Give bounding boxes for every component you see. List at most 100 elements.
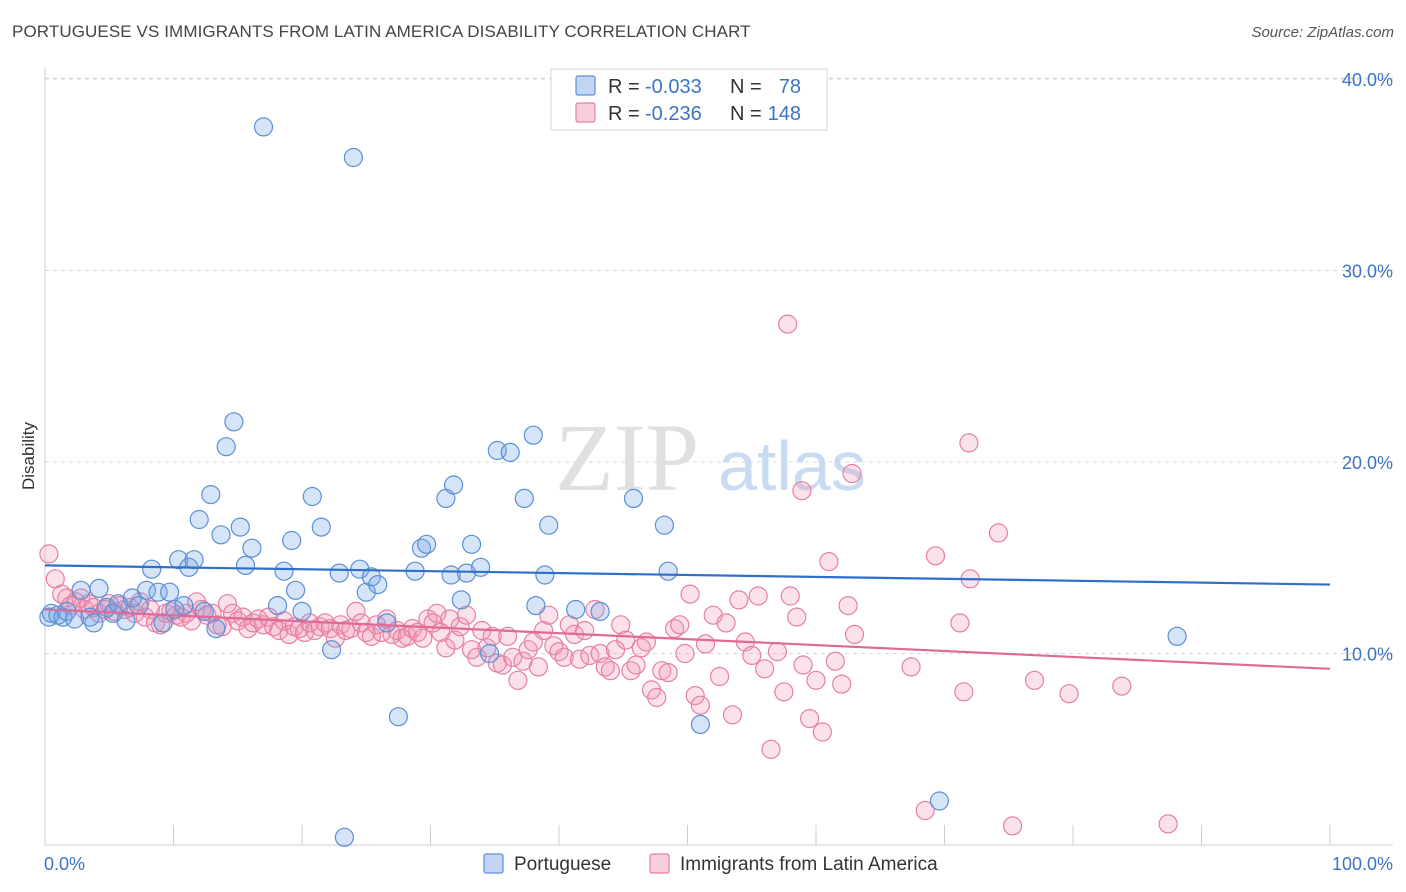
tick-layer: 10.0% 20.0% 30.0% 40.0% 0.0% 100.0% — [44, 70, 1393, 874]
point-immigrants — [695, 634, 716, 654]
watermark-zip: ZIP — [555, 404, 699, 511]
point-immigrants — [901, 657, 921, 677]
point-immigrants — [812, 722, 833, 742]
point-portuguese — [148, 582, 168, 602]
point-immigrants — [742, 645, 762, 666]
point-immigrants — [925, 546, 946, 566]
point-immigrants — [748, 586, 768, 606]
point-portuguese — [377, 613, 397, 633]
point-immigrants — [528, 657, 549, 677]
point-immigrants — [988, 523, 1009, 543]
point-immigrants — [269, 620, 289, 641]
legend-r-value-portuguese: -0.033 — [645, 76, 702, 98]
point-portuguese — [160, 582, 180, 602]
point-portuguese — [388, 707, 408, 727]
point-portuguese — [343, 147, 363, 168]
point-immigrants — [450, 617, 470, 637]
point-immigrants — [605, 640, 626, 660]
point-immigrants — [670, 615, 690, 635]
point-immigrants — [595, 657, 615, 677]
point-immigrants — [799, 708, 820, 729]
point-portuguese — [329, 563, 349, 583]
point-portuguese — [211, 525, 231, 545]
point-immigrants — [1112, 676, 1132, 696]
legend-swatch-immigrants — [575, 102, 596, 123]
point-portuguese — [471, 557, 491, 577]
point-portuguese — [201, 485, 221, 505]
point-immigrants — [722, 705, 743, 725]
point-immigrants — [832, 674, 852, 694]
trend-line-portuguese — [44, 564, 1331, 586]
point-immigrants — [39, 544, 59, 564]
point-portuguese — [189, 509, 209, 530]
point-portuguese — [235, 555, 256, 576]
y-axis-label: Disability — [19, 421, 38, 490]
point-portuguese — [334, 827, 354, 847]
y-tick-label: 30.0% — [1342, 262, 1393, 282]
legend-n-label: N = — [730, 103, 762, 125]
correlation-legend: R = -0.033 N = 78 R = -0.236 N = 148 — [550, 68, 828, 131]
point-portuguese — [224, 412, 244, 432]
point-portuguese — [268, 595, 288, 616]
point-immigrants — [767, 641, 788, 662]
point-immigrants — [716, 613, 736, 633]
point-immigrants — [825, 651, 845, 671]
point-immigrants — [954, 682, 974, 702]
point-portuguese — [116, 611, 136, 631]
point-portuguese — [84, 613, 104, 633]
point-immigrants — [228, 611, 248, 631]
point-immigrants — [626, 655, 646, 675]
point-immigrants — [575, 620, 595, 641]
point-immigrants — [647, 687, 667, 708]
point-portuguese — [242, 538, 262, 558]
point-portuguese — [590, 601, 610, 622]
point-portuguese — [658, 561, 678, 581]
point-immigrants — [838, 595, 858, 616]
point-immigrants — [792, 481, 812, 501]
point-portuguese — [929, 791, 950, 811]
point-immigrants — [754, 659, 775, 679]
point-portuguese — [535, 565, 555, 585]
legend-r-value-immigrants: -0.236 — [645, 103, 702, 125]
point-immigrants — [611, 615, 631, 635]
point-immigrants — [539, 605, 559, 625]
point-portuguese — [539, 515, 559, 535]
point-portuguese — [206, 618, 226, 639]
axis-layer — [44, 67, 1393, 846]
point-portuguese — [361, 567, 381, 587]
point-immigrants — [729, 590, 749, 610]
y-tick-label: 40.0% — [1342, 70, 1393, 90]
point-immigrants — [685, 685, 705, 706]
point-portuguese — [302, 486, 322, 507]
point-portuguese — [169, 550, 189, 570]
point-immigrants — [549, 641, 569, 662]
point-immigrants — [508, 670, 528, 690]
point-immigrants — [690, 695, 711, 715]
point-portuguese — [417, 534, 437, 554]
point-immigrants — [631, 638, 651, 658]
point-portuguese — [356, 582, 376, 602]
point-portuguese — [286, 580, 306, 600]
point-immigrants — [1024, 670, 1045, 690]
point-immigrants — [503, 647, 523, 667]
legend-swatch-portuguese — [575, 75, 596, 96]
point-portuguese — [444, 475, 464, 495]
point-immigrants — [492, 655, 513, 675]
point-portuguese — [216, 437, 236, 457]
point-immigrants — [793, 655, 813, 675]
point-portuguese — [462, 534, 482, 554]
bottom-legend-swatch-portuguese — [483, 853, 504, 874]
point-immigrants — [569, 649, 590, 669]
point-portuguese — [368, 574, 388, 595]
point-immigrants — [533, 620, 554, 641]
point-portuguese — [566, 599, 586, 620]
point-portuguese — [654, 515, 675, 535]
point-portuguese — [690, 714, 711, 735]
point-portuguese — [523, 425, 543, 445]
point-portuguese — [142, 559, 162, 579]
point-immigrants — [361, 626, 381, 646]
point-portuguese — [623, 488, 644, 508]
point-immigrants — [709, 666, 730, 687]
point-portuguese — [526, 595, 546, 616]
